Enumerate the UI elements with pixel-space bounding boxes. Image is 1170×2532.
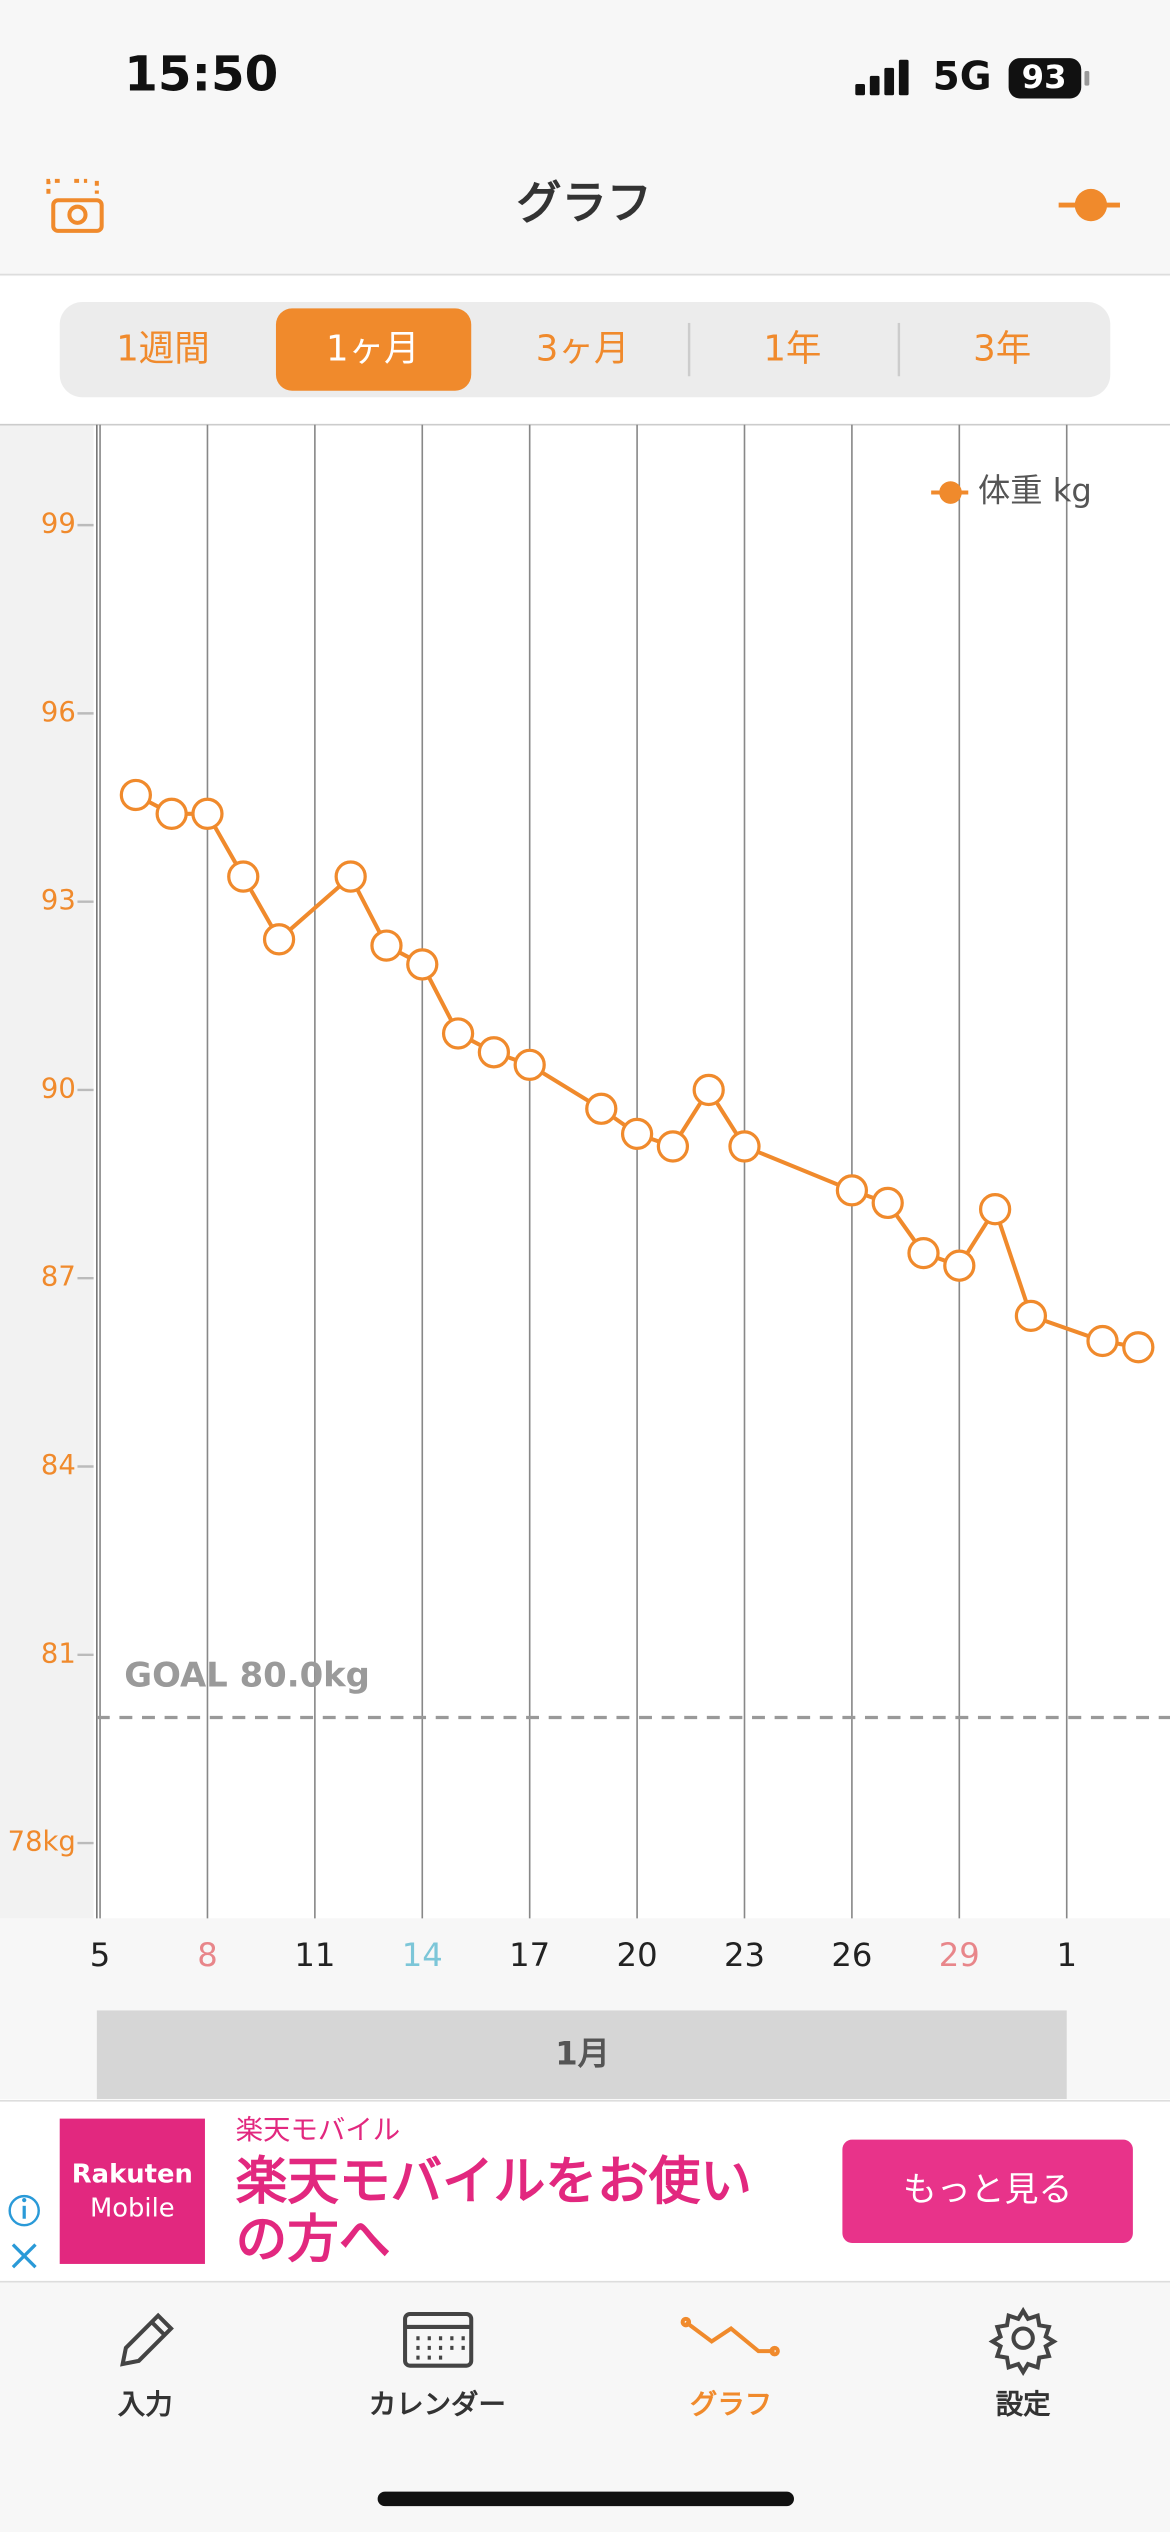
y-tick-label: 84 [41, 1450, 76, 1481]
ad-button[interactable] [842, 2139, 1133, 2243]
x-tick-label: 23 [724, 1936, 765, 1974]
tab-labels: 入力 カレンダー グラフ 設定 [118, 2389, 1051, 2421]
ad-headline: 楽天モバイルをお使い [236, 2152, 752, 2212]
data-point [835, 1174, 869, 1207]
data-point [1014, 1299, 1048, 1333]
chart: 99 96 93 90 87 84 81 78kg 5 8 11 14 17 20 23 26 29 1 GOAL … [8, 424, 1170, 1974]
chart-style-button[interactable] [1058, 188, 1120, 222]
data-point [978, 1193, 1012, 1226]
data-point [620, 1117, 654, 1151]
data-point [728, 1130, 761, 1163]
data-point [477, 1036, 511, 1069]
status-time: 15:50 [124, 47, 278, 103]
data-point [191, 797, 224, 830]
tab-bar-item[interactable]: 入力 [118, 2390, 173, 2421]
signal-icon [855, 59, 909, 96]
legend-swatch-dot [939, 481, 962, 504]
data-point [692, 1073, 725, 1107]
ad-logo [59, 2118, 205, 2264]
data-point [1122, 1331, 1155, 1364]
tab-bar-item[interactable]: カレンダー [369, 2389, 506, 2421]
x-tick-label: 8 [197, 1936, 218, 1974]
ad-logo-text: Mobile [90, 2194, 175, 2224]
legend-label: 体重 kg [978, 472, 1092, 510]
data-point [155, 797, 188, 830]
y-tick-label: 96 [41, 697, 76, 728]
y-tick-label: 87 [41, 1262, 76, 1293]
x-tick-label: 29 [939, 1936, 980, 1974]
plot-bg [93, 424, 1170, 1919]
y-tick-label: 81 [41, 1638, 76, 1669]
input-icon [120, 2312, 174, 2367]
data-point [943, 1249, 976, 1282]
screenshot-button[interactable] [46, 178, 104, 233]
x-tick-label: 5 [90, 1936, 111, 1974]
data-point [441, 1017, 475, 1050]
period-tab-selected[interactable] [275, 308, 472, 391]
data-point [262, 923, 296, 956]
data-point [1086, 1324, 1119, 1358]
tab-bar-item[interactable]: グラフ [690, 2389, 772, 2421]
graph-icon [680, 2316, 780, 2357]
y-tick-label: 78kg [8, 1827, 76, 1858]
y-tick-label: 90 [41, 1073, 76, 1104]
month-bar [96, 2010, 1067, 2100]
x-tick-label: 17 [509, 1936, 550, 1974]
period-tab[interactable]: 1年 [763, 328, 821, 369]
ad-button-label: もっと見る [903, 2170, 1072, 2209]
period-tab[interactable]: 1ヶ月 [326, 328, 420, 369]
data-point [513, 1048, 546, 1081]
data-point [370, 929, 403, 962]
data-point [227, 860, 260, 893]
data-point [334, 860, 367, 893]
tab-bar-item[interactable]: 設定 [996, 2390, 1051, 2421]
x-tick-label: 20 [617, 1936, 658, 1974]
month-label: 1月 [555, 2035, 610, 2073]
data-point [585, 1092, 618, 1125]
period-tabs: 1週間 1ヶ月 3ヶ月 1年 3年 [116, 308, 1031, 391]
y-tick-label: 93 [41, 885, 76, 916]
tab-icons [120, 2306, 1058, 2377]
x-tick-label: 14 [402, 1936, 443, 1974]
ad-info-icon[interactable] [8, 2194, 40, 2227]
data-point [871, 1186, 904, 1220]
network-label: 5G [933, 55, 992, 100]
y-axis-panel [0, 424, 94, 1919]
tab-bar-bg [0, 2283, 1170, 2532]
battery-body [1008, 58, 1082, 99]
battery-cap [1084, 71, 1090, 86]
header-title: グラフ [516, 177, 652, 230]
data-point [656, 1130, 690, 1163]
x-tick-label: 26 [831, 1936, 872, 1974]
ad-logo-text: Rakuten [72, 2160, 193, 2190]
x-tick-label: 1 [1056, 1936, 1077, 1974]
period-tab[interactable]: 1週間 [116, 328, 210, 369]
home-indicator [377, 2491, 794, 2507]
settings-icon [988, 2306, 1058, 2377]
top-bar-bg [0, 0, 1170, 275]
ad-brand: 楽天モバイル [236, 2115, 401, 2146]
x-tick-label: 11 [294, 1936, 335, 1974]
battery-level: 93 [1022, 58, 1067, 96]
data-point [406, 948, 439, 981]
goal-label: GOAL 80.0kg [124, 1656, 370, 1695]
period-tab[interactable]: 3ヶ月 [536, 328, 630, 369]
period-tab[interactable]: 3年 [973, 328, 1031, 369]
calendar-icon [403, 2311, 474, 2368]
y-tick-label: 99 [41, 509, 76, 540]
data-point [119, 778, 152, 812]
ad-close-icon[interactable] [11, 2243, 37, 2269]
ad-headline: の方へ [236, 2210, 391, 2270]
data-point [907, 1236, 940, 1270]
